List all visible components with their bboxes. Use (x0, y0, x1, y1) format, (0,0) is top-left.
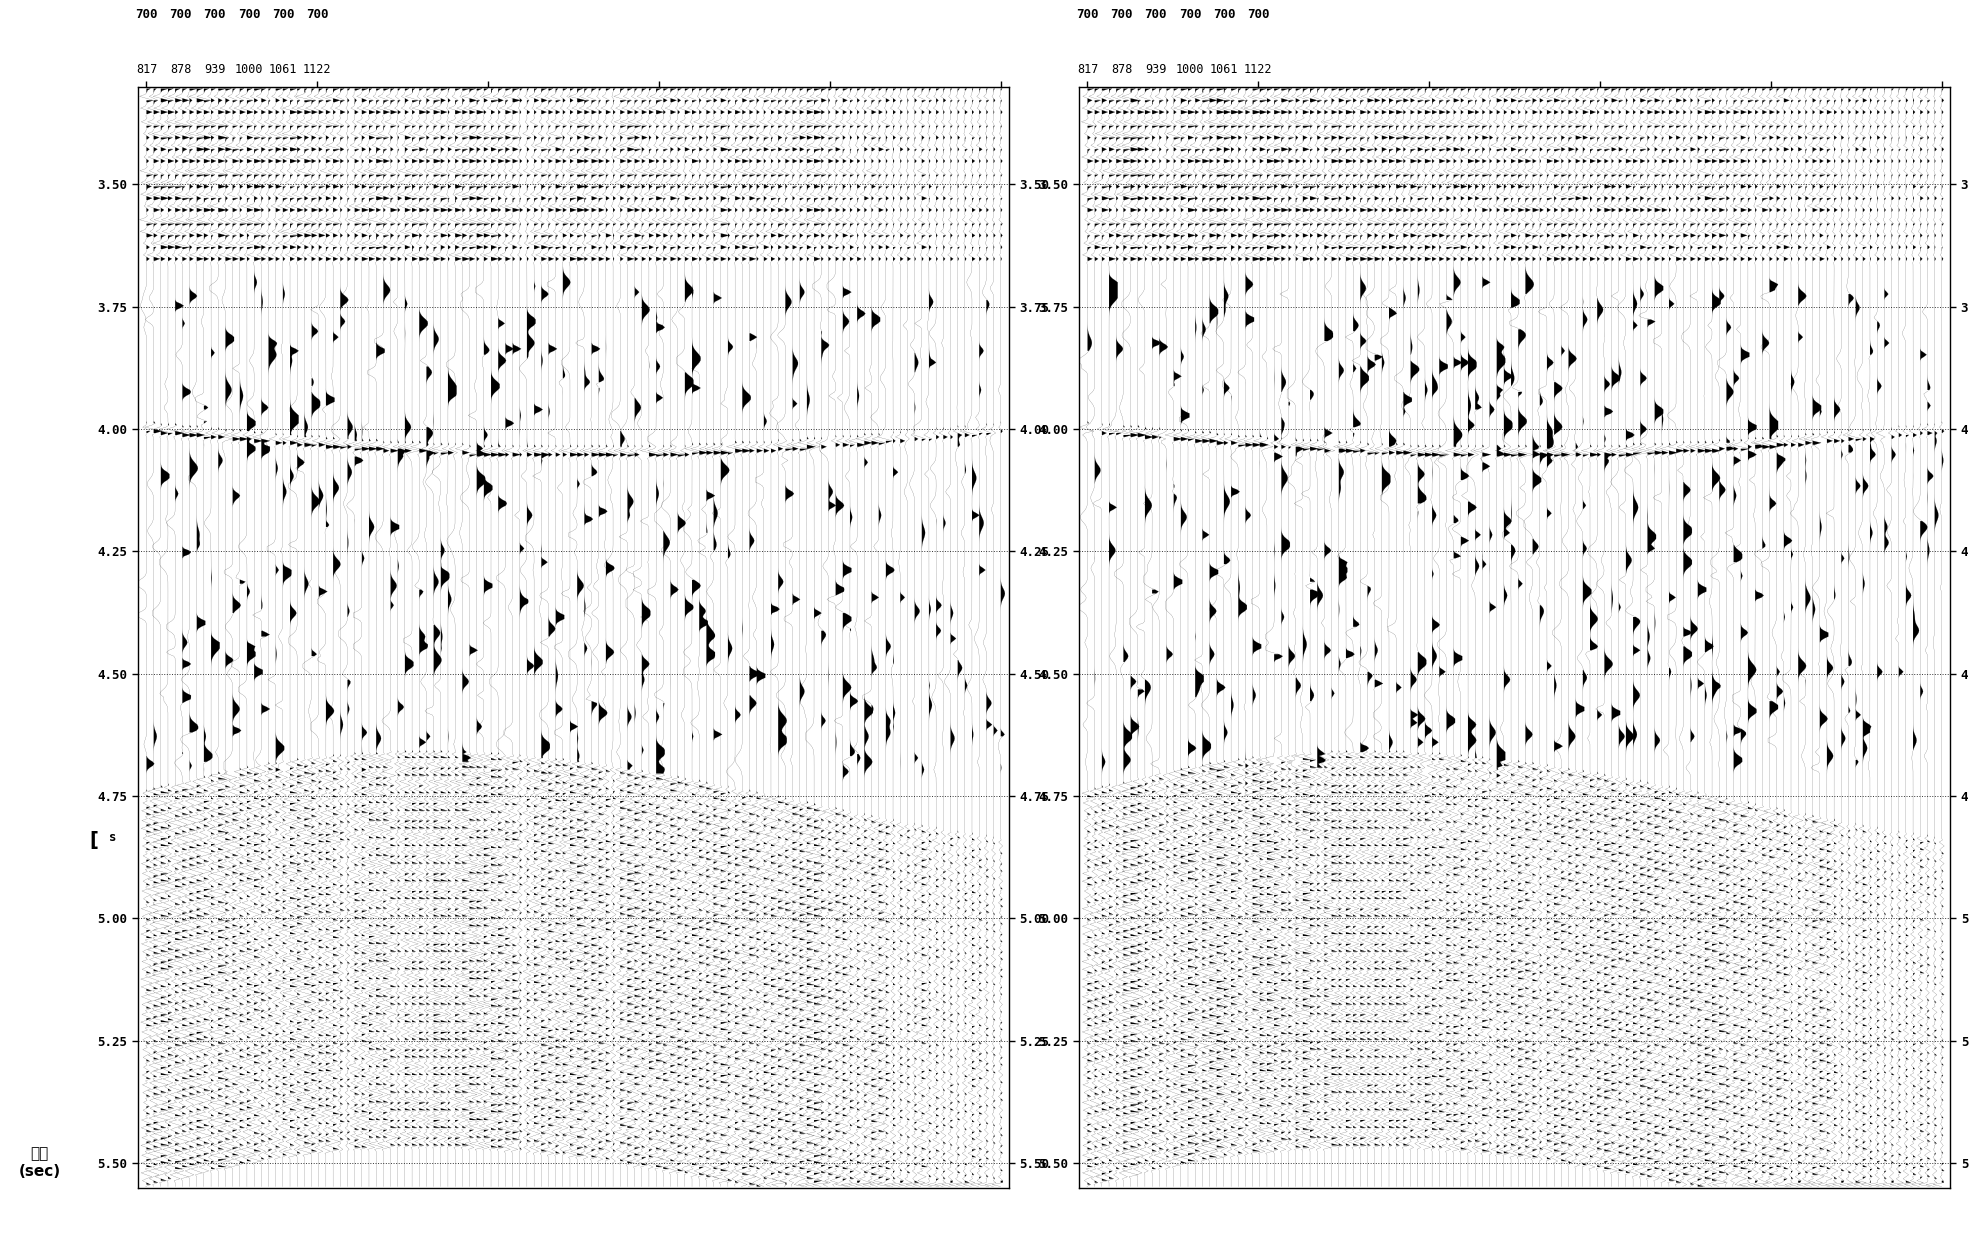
Text: 700: 700 (1076, 7, 1099, 21)
Text: s: s (108, 831, 116, 844)
Text: 700: 700 (1111, 7, 1133, 21)
Text: 700: 700 (272, 7, 294, 21)
Text: 700: 700 (203, 7, 227, 21)
Text: 817: 817 (136, 63, 158, 75)
Text: 817: 817 (1078, 63, 1097, 75)
Text: 878: 878 (169, 63, 191, 75)
Text: [: [ (91, 831, 99, 850)
Text: 1122: 1122 (303, 63, 331, 75)
Text: 700: 700 (136, 7, 158, 21)
Text: 1000: 1000 (234, 63, 264, 75)
Text: 700: 700 (1214, 7, 1235, 21)
Text: 939: 939 (205, 63, 225, 75)
Text: 939: 939 (1145, 63, 1166, 75)
Text: 时间
(sec): 时间 (sec) (18, 1147, 61, 1179)
Text: 878: 878 (1111, 63, 1133, 75)
Text: 700: 700 (1145, 7, 1166, 21)
Text: 700: 700 (1247, 7, 1269, 21)
Text: 700: 700 (305, 7, 329, 21)
Text: 700: 700 (169, 7, 191, 21)
Text: 1000: 1000 (1176, 63, 1204, 75)
Text: 700: 700 (238, 7, 260, 21)
Text: 1061: 1061 (1210, 63, 1239, 75)
Text: 700: 700 (1178, 7, 1202, 21)
Text: 1122: 1122 (1245, 63, 1273, 75)
Text: 1061: 1061 (268, 63, 297, 75)
